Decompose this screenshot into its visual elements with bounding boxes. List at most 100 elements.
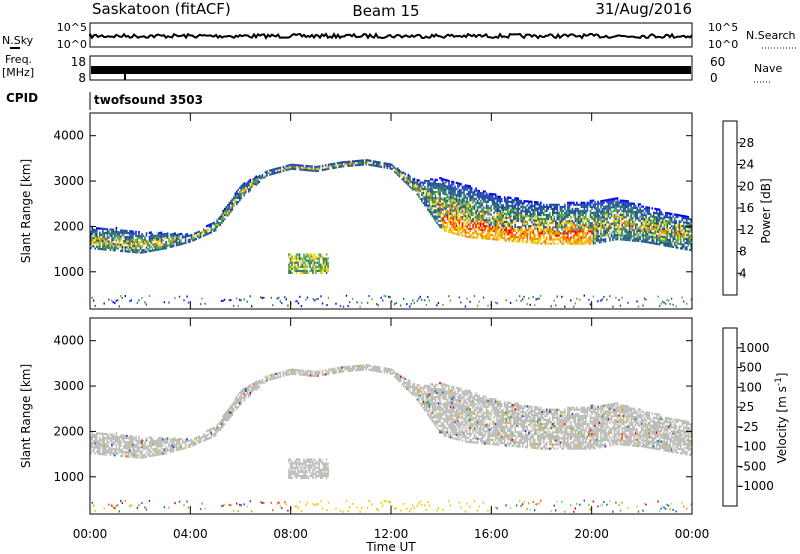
- power-cell: [409, 179, 411, 182]
- velocity-cell: [300, 510, 303, 513]
- power-cell: [108, 236, 110, 239]
- power-cell: [319, 253, 322, 256]
- power-cell: [526, 208, 529, 211]
- power-cell: [521, 298, 524, 301]
- power-cell: [555, 238, 557, 241]
- velocity-cell: [234, 401, 237, 404]
- power-cell: [686, 248, 688, 251]
- power-cell: [395, 170, 398, 173]
- power-cell: [335, 166, 337, 169]
- power-cell: [529, 200, 532, 203]
- power-cell: [183, 236, 185, 239]
- power-cell: [306, 296, 309, 299]
- velocity-cell: [90, 448, 92, 451]
- power-cell: [261, 174, 264, 177]
- power-cell: [580, 240, 583, 243]
- velocity-cell: [186, 440, 188, 443]
- power-cell: [648, 212, 650, 216]
- power-cell: [463, 196, 465, 199]
- power-cell: [588, 238, 590, 241]
- power-cell: [652, 219, 655, 222]
- power-cell: [544, 205, 547, 208]
- power-cell: [534, 215, 536, 218]
- power-cell: [619, 205, 622, 208]
- power-cell: [613, 197, 616, 200]
- power-cell: [452, 197, 455, 200]
- power-cell: [491, 201, 494, 204]
- power-cell: [437, 219, 440, 222]
- velocity-cell: [105, 437, 107, 440]
- power-cell: [683, 235, 685, 238]
- power-cell: [448, 183, 450, 187]
- velocity-cell: [90, 445, 92, 449]
- power-cell: [442, 186, 444, 189]
- power-cell: [222, 215, 224, 219]
- velocity-cell: [222, 416, 224, 420]
- power-cell: [503, 196, 506, 199]
- power-cell: [239, 199, 241, 202]
- power-cell: [487, 227, 489, 230]
- power-cell: [476, 222, 479, 225]
- power-cell: [531, 213, 533, 216]
- power-cell: [508, 196, 510, 199]
- velocity-cell: [233, 409, 235, 412]
- power-cell: [425, 303, 427, 306]
- power-cell: [105, 248, 107, 251]
- velocity-cell: [246, 386, 249, 389]
- power-cell: [168, 244, 170, 247]
- power-cell: [678, 230, 681, 233]
- power-cell: [610, 224, 613, 227]
- power-cell: [324, 168, 327, 171]
- power-cell: [541, 207, 544, 210]
- power-cell: [475, 216, 477, 219]
- power-cell: [672, 303, 674, 306]
- power-cell: [135, 249, 137, 252]
- power-cell: [133, 244, 136, 248]
- power-cell: [213, 223, 215, 226]
- power-cell: [431, 196, 434, 199]
- power-cell: [511, 231, 513, 234]
- velocity-cell: [198, 439, 200, 442]
- power-cell: [555, 232, 557, 235]
- power-cell: [118, 237, 121, 240]
- power-cell: [621, 296, 623, 299]
- power-cell: [526, 214, 529, 217]
- power-cell: [630, 224, 632, 228]
- power-cell: [154, 246, 157, 250]
- power-cell: [451, 190, 453, 193]
- velocity-cell: [172, 445, 175, 449]
- noise-right-label: N.Search: [746, 29, 796, 42]
- power-cell: [440, 207, 443, 210]
- power-cell: [505, 220, 507, 224]
- power-cell: [242, 183, 244, 186]
- power-cell: [503, 200, 506, 203]
- power-cell: [227, 212, 229, 215]
- power-cell: [484, 196, 486, 199]
- power-cell: [105, 232, 107, 235]
- power-cell: [469, 234, 471, 237]
- power-cell: [642, 230, 644, 233]
- power-cell: [585, 216, 587, 219]
- power-cell: [127, 244, 130, 247]
- velocity-cell: [162, 450, 164, 453]
- velocity-cell: [214, 434, 217, 437]
- power-cell: [509, 196, 512, 199]
- power-cell: [503, 228, 506, 232]
- power-cell: [455, 218, 458, 221]
- power-cell: [472, 205, 474, 208]
- power-cell: [505, 229, 507, 232]
- velocity-cell: [145, 447, 148, 450]
- power-cell: [549, 211, 551, 215]
- power-cell: [562, 213, 565, 217]
- power-cell: [595, 227, 598, 230]
- power-cell: [297, 263, 299, 266]
- power-cell: [586, 220, 589, 223]
- velocity-cell: [118, 450, 121, 453]
- power-cell: [418, 193, 420, 196]
- power-cell: [359, 159, 361, 162]
- power-cell: [681, 216, 684, 219]
- power-cell: [457, 210, 459, 213]
- power-cell: [592, 211, 595, 214]
- power-cell: [570, 211, 572, 215]
- power-cell: [165, 232, 167, 235]
